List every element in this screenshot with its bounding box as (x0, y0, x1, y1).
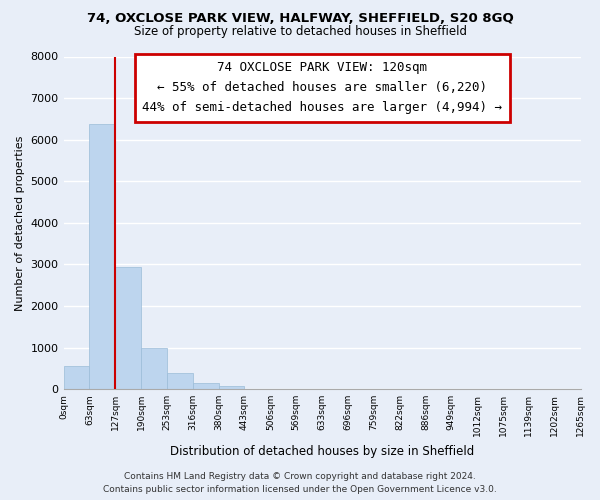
Bar (193, 382, 218, 389)
Bar (64, 366, 89, 389)
Text: 74 OXCLOSE PARK VIEW: 120sqm
← 55% of detached houses are smaller (6,220)
44% of: 74 OXCLOSE PARK VIEW: 120sqm ← 55% of de… (142, 62, 502, 114)
X-axis label: Distribution of detached houses by size in Sheffield: Distribution of detached houses by size … (170, 444, 474, 458)
Bar (167, 374, 193, 389)
Y-axis label: Number of detached properties: Number of detached properties (15, 135, 25, 310)
Bar (89, 124, 115, 389)
Text: Size of property relative to detached houses in Sheffield: Size of property relative to detached ho… (133, 25, 467, 38)
Text: Contains HM Land Registry data © Crown copyright and database right 2024.
Contai: Contains HM Land Registry data © Crown c… (103, 472, 497, 494)
Text: 74, OXCLOSE PARK VIEW, HALFWAY, SHEFFIELD, S20 8GQ: 74, OXCLOSE PARK VIEW, HALFWAY, SHEFFIEL… (86, 12, 514, 26)
Bar (218, 386, 244, 389)
Bar (115, 266, 141, 389)
Bar (141, 348, 167, 389)
